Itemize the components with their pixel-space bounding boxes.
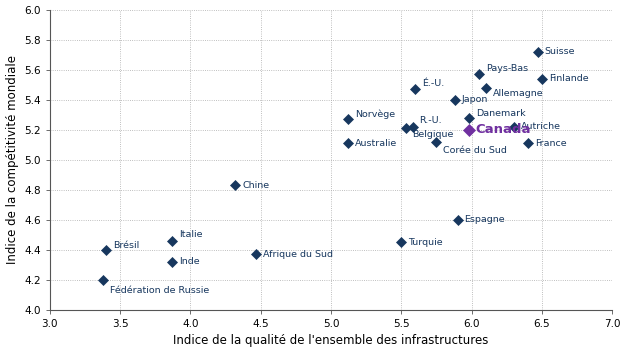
Text: Inde: Inde: [179, 257, 200, 266]
Text: Afrique du Sud: Afrique du Sud: [264, 250, 334, 259]
Text: Chine: Chine: [242, 181, 270, 190]
Text: Pays-Bas: Pays-Bas: [486, 64, 528, 73]
Text: Norvège: Norvège: [355, 110, 395, 119]
Text: Canada: Canada: [476, 123, 531, 136]
Text: Danemark: Danemark: [476, 109, 525, 118]
Y-axis label: Indice de la compétitivité mondiale: Indice de la compétitivité mondiale: [6, 55, 19, 264]
Text: Belgique: Belgique: [413, 130, 454, 139]
Text: É.-U.: É.-U.: [423, 79, 444, 88]
Text: Finlande: Finlande: [549, 74, 588, 83]
Text: Brésil: Brésil: [113, 241, 140, 250]
Text: Australie: Australie: [355, 139, 397, 148]
Text: Suisse: Suisse: [545, 47, 575, 56]
Text: Turquie: Turquie: [408, 238, 443, 247]
Text: Autriche: Autriche: [521, 122, 561, 131]
Text: Allemagne: Allemagne: [493, 89, 543, 98]
Text: Espagne: Espagne: [464, 215, 505, 224]
Text: Japon: Japon: [462, 95, 488, 104]
Text: Italie: Italie: [179, 230, 203, 239]
Text: France: France: [535, 139, 567, 148]
Text: Corée du Sud: Corée du Sud: [443, 146, 507, 155]
X-axis label: Indice de la qualité de l'ensemble des infrastructures: Indice de la qualité de l'ensemble des i…: [173, 334, 489, 347]
Text: R.-U.: R.-U.: [419, 116, 442, 125]
Text: Fédération de Russie: Fédération de Russie: [110, 286, 210, 295]
